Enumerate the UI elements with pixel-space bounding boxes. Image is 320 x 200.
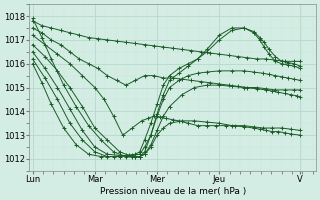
X-axis label: Pression niveau de la mer( hPa ): Pression niveau de la mer( hPa ) — [100, 187, 246, 196]
